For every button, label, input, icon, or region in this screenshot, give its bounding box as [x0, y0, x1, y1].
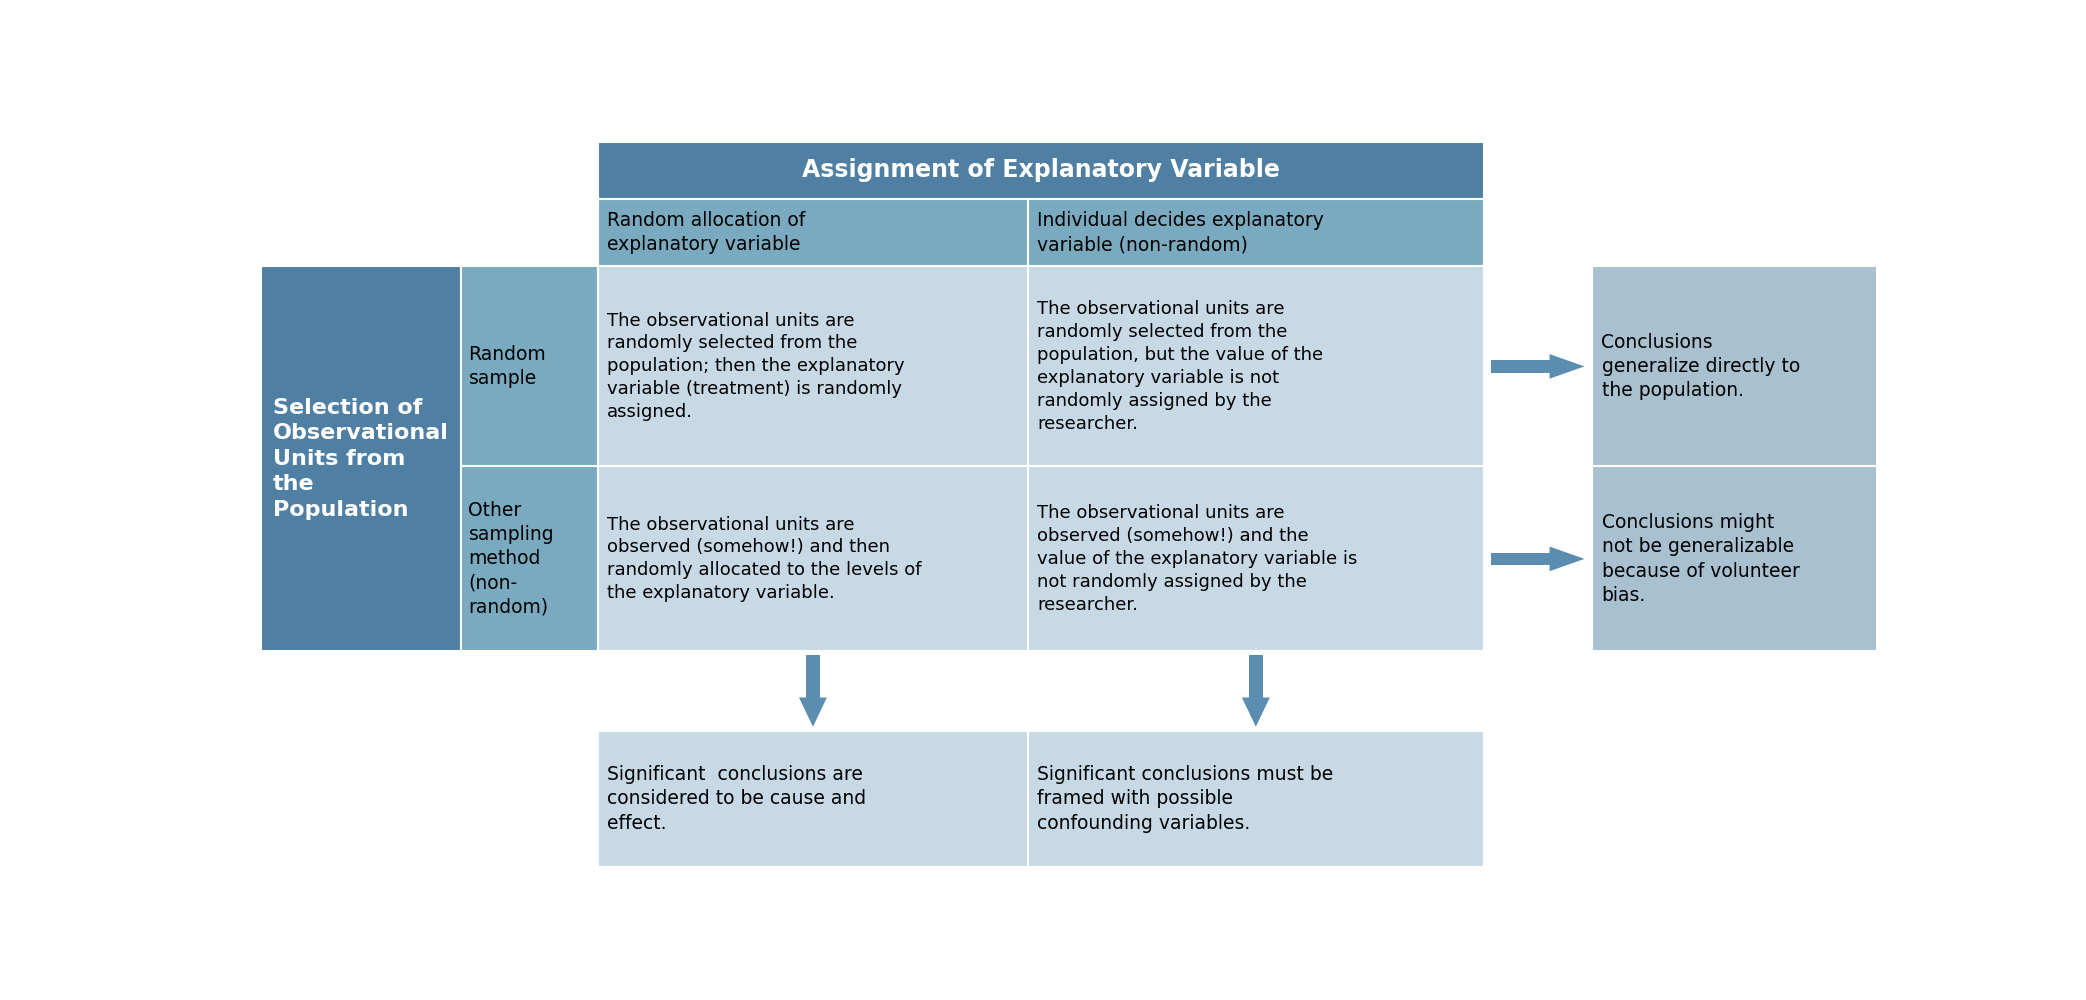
Bar [461, 466, 599, 651]
Polygon shape [1241, 698, 1270, 727]
Bar [1028, 466, 1483, 651]
Bar [1028, 731, 1483, 867]
Text: Conclusions
generalize directly to
the population.: Conclusions generalize directly to the p… [1602, 333, 1800, 400]
Polygon shape [1550, 354, 1585, 379]
Text: Random
sample: Random sample [469, 345, 547, 388]
Text: The observational units are
observed (somehow!) and then
randomly allocated to t: The observational units are observed (so… [607, 516, 922, 602]
Text: Assignment of Explanatory Variable: Assignment of Explanatory Variable [801, 158, 1279, 182]
Bar [1250, 655, 1262, 698]
Text: Selection of
Observational
Units from
the
Population: Selection of Observational Units from th… [273, 398, 448, 520]
Bar [1028, 266, 1483, 466]
Bar [1028, 199, 1483, 266]
Text: Conclusions might
not be generalizable
because of volunteer
bias.: Conclusions might not be generalizable b… [1602, 513, 1800, 605]
Bar [461, 266, 599, 466]
Text: The observational units are
observed (somehow!) and the
value of the explanatory: The observational units are observed (so… [1037, 504, 1358, 614]
Text: The observational units are
randomly selected from the
population, but the value: The observational units are randomly sel… [1037, 300, 1323, 433]
Polygon shape [1550, 547, 1585, 571]
Bar [1491, 360, 1550, 373]
Text: Significant  conclusions are
considered to be cause and
effect.: Significant conclusions are considered t… [607, 765, 866, 833]
Bar [1592, 466, 1877, 651]
Text: The observational units are
randomly selected from the
population; then the expl: The observational units are randomly sel… [607, 312, 905, 421]
Text: Individual decides explanatory
variable (non-random): Individual decides explanatory variable … [1037, 211, 1325, 254]
Bar [1592, 266, 1877, 466]
Text: Random allocation of
explanatory variable: Random allocation of explanatory variabl… [607, 211, 805, 254]
Bar [599, 731, 1028, 867]
Bar [1491, 553, 1550, 565]
Text: Other
sampling
method
(non-
random): Other sampling method (non- random) [469, 501, 555, 617]
Bar [261, 266, 461, 651]
Text: Significant conclusions must be
framed with possible
confounding variables.: Significant conclusions must be framed w… [1037, 765, 1333, 833]
Bar [805, 655, 820, 698]
Bar [599, 266, 1028, 466]
Bar [599, 142, 1483, 199]
Bar [599, 199, 1028, 266]
Polygon shape [799, 698, 826, 727]
Bar [599, 466, 1028, 651]
